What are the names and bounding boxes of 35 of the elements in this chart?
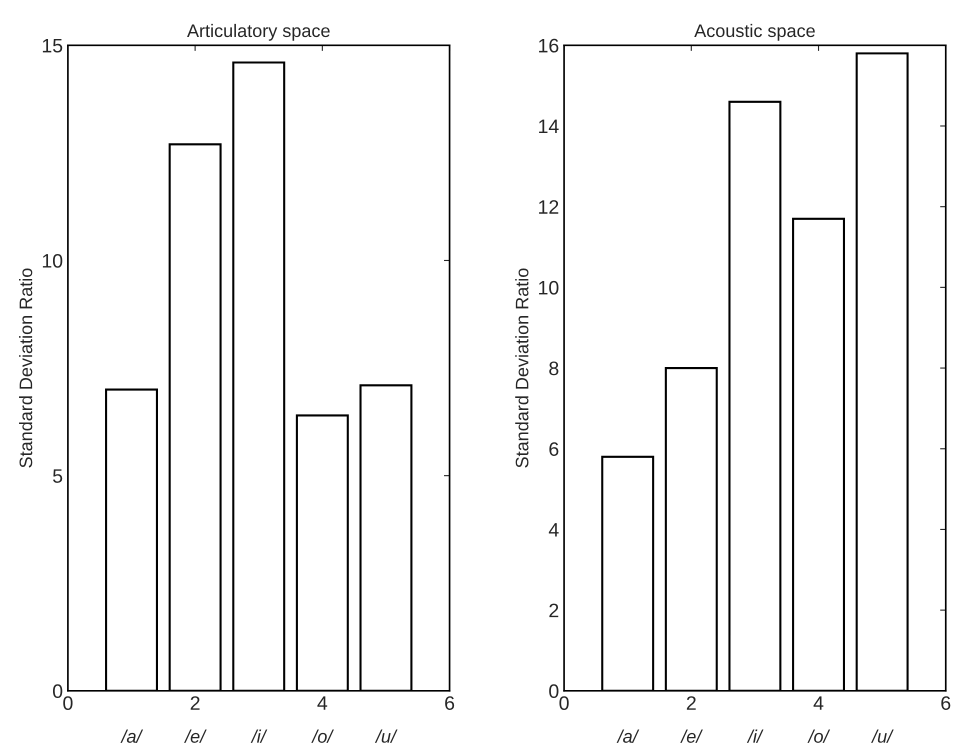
text: /i/	[746, 730, 764, 743]
y-axis-title: Standard Deviation Ratio	[515, 268, 528, 468]
y-tick-label: 15	[42, 38, 62, 53]
text: /e/	[680, 730, 703, 743]
text: /e/	[184, 730, 207, 743]
text: /a/	[120, 730, 144, 743]
x-tick-label: 4	[317, 696, 328, 710]
x-tick-label: 2	[686, 696, 696, 710]
y-tick-label: 8	[549, 362, 558, 376]
y-tick-label: 6	[549, 442, 558, 456]
y-tick-label: 12	[539, 200, 558, 214]
text: /u/	[871, 730, 894, 743]
y-tick-label: 14	[539, 120, 559, 134]
text: /u/	[374, 730, 398, 743]
x-tick-label: 0	[559, 696, 569, 710]
y-tick-label: 10	[539, 280, 558, 295]
x-tick-label: 6	[445, 696, 454, 710]
text: /o/	[807, 730, 830, 743]
text: /a/	[616, 730, 640, 743]
y-tick-label: 0	[549, 684, 558, 698]
y-tick-label: 16	[539, 38, 558, 53]
y-tick-label: 10	[42, 254, 62, 268]
y-axis-title: Standard Deviation Ratio	[19, 268, 32, 468]
x-tick-label: 4	[814, 696, 824, 710]
y-tick-label: 5	[53, 469, 62, 483]
text: /o/	[311, 730, 334, 743]
chart-title: Articulatory space	[187, 24, 330, 41]
x-tick-label: 2	[190, 696, 200, 710]
y-tick-label: 2	[549, 604, 558, 618]
x-tick-label: 6	[941, 696, 950, 710]
chart-title: Acoustic space	[694, 24, 815, 41]
text: /i/	[250, 730, 268, 743]
y-tick-label: 4	[548, 523, 559, 536]
x-tick-label: 0	[63, 696, 73, 710]
y-tick-label: 0	[52, 684, 62, 698]
